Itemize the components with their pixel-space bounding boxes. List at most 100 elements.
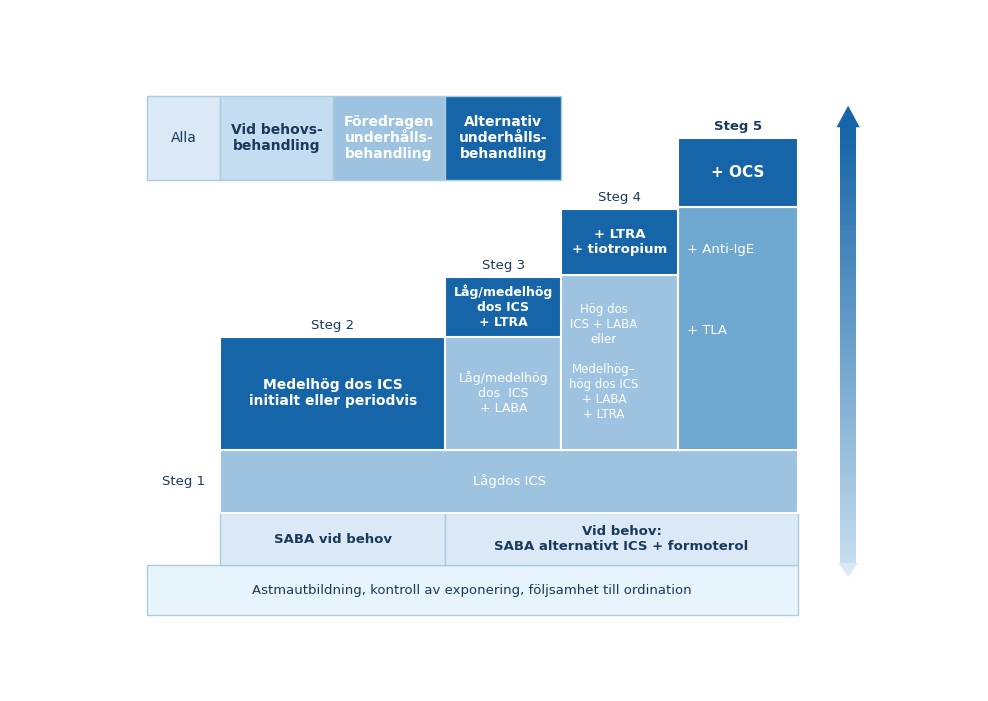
Bar <box>841 176 856 182</box>
Bar <box>841 524 856 531</box>
Text: Medelhög dos ICS
initialt eller periodvis: Medelhög dos ICS initialt eller periodvi… <box>249 378 417 409</box>
Bar <box>841 546 856 552</box>
Text: SABA vid behov: SABA vid behov <box>274 533 392 545</box>
Bar <box>841 443 856 449</box>
Text: + LTRA
+ tiotropium: + LTRA + tiotropium <box>572 228 667 256</box>
Bar <box>446 95 561 180</box>
Bar <box>841 252 856 258</box>
Text: + Anti-IgE: + Anti-IgE <box>687 243 754 256</box>
Bar <box>446 336 561 450</box>
Bar <box>841 132 856 138</box>
Text: Lågdos ICS: Lågdos ICS <box>472 475 545 489</box>
Bar <box>841 470 856 476</box>
Bar <box>446 277 561 336</box>
Text: Steg 1: Steg 1 <box>162 475 206 488</box>
Text: + OCS: + OCS <box>711 165 765 180</box>
Bar <box>841 388 856 394</box>
Polygon shape <box>837 106 860 128</box>
Bar <box>220 95 333 180</box>
Bar <box>841 160 856 165</box>
Bar <box>841 127 856 132</box>
Bar <box>841 143 856 149</box>
Bar <box>841 497 856 503</box>
Bar <box>841 231 856 236</box>
Bar <box>841 339 856 345</box>
Bar <box>220 513 446 566</box>
Bar <box>561 209 678 275</box>
Bar <box>841 274 856 280</box>
Bar <box>841 400 856 405</box>
Bar <box>841 519 856 525</box>
Bar <box>841 329 856 334</box>
Bar <box>841 492 856 498</box>
Bar <box>841 165 856 171</box>
Bar <box>841 465 856 470</box>
Bar <box>841 421 856 427</box>
Bar <box>841 268 856 274</box>
Bar <box>841 247 856 252</box>
Text: Alla: Alla <box>171 131 197 145</box>
Bar <box>841 154 856 160</box>
Text: Vid behovs-
behandling: Vid behovs- behandling <box>230 123 322 153</box>
Bar <box>841 459 856 465</box>
Text: Astmautbildning, kontroll av exponering, följsamhet till ordination: Astmautbildning, kontroll av exponering,… <box>253 584 692 597</box>
Text: Steg 5: Steg 5 <box>713 120 762 133</box>
Text: Föredragen
underhålls-
behandling: Föredragen underhålls- behandling <box>344 115 434 161</box>
Bar <box>841 426 856 433</box>
Bar <box>841 410 856 416</box>
Text: Steg 2: Steg 2 <box>311 319 355 332</box>
Bar <box>678 138 797 207</box>
Bar <box>841 214 856 220</box>
Bar <box>841 257 856 264</box>
Bar <box>841 514 856 519</box>
Polygon shape <box>838 563 859 577</box>
Bar <box>841 203 856 209</box>
Bar <box>841 285 856 291</box>
Bar <box>841 530 856 536</box>
Bar <box>220 336 446 450</box>
Bar <box>841 404 856 411</box>
Bar <box>841 318 856 323</box>
Text: Alternativ
underhålls-
behandling: Alternativ underhålls- behandling <box>459 115 547 161</box>
Bar <box>147 566 797 615</box>
Bar <box>220 450 797 513</box>
Bar <box>841 290 856 296</box>
Bar <box>841 503 856 509</box>
Bar <box>841 182 856 187</box>
Bar <box>841 236 856 242</box>
Text: Hög dos
ICS + LABA
eller

Medelhög–
hög dos ICS
+ LABA
+ LTRA: Hög dos ICS + LABA eller Medelhög– hög d… <box>569 304 638 421</box>
Bar <box>841 454 856 460</box>
Bar <box>841 475 856 482</box>
Bar <box>841 296 856 301</box>
Text: + TLA: + TLA <box>687 324 727 337</box>
Bar <box>841 361 856 367</box>
Bar <box>147 95 220 180</box>
Bar <box>561 275 678 450</box>
Text: Vid behov:
SABA alternativt ICS + formoterol: Vid behov: SABA alternativt ICS + formot… <box>494 525 749 553</box>
Bar <box>841 334 856 340</box>
Bar <box>841 448 856 454</box>
Bar <box>841 383 856 389</box>
Bar <box>841 536 856 541</box>
Bar <box>841 225 856 231</box>
Bar <box>333 95 446 180</box>
Bar <box>841 323 856 329</box>
Bar <box>841 355 856 362</box>
Text: Steg 4: Steg 4 <box>598 191 641 204</box>
Bar <box>841 263 856 269</box>
Bar <box>841 241 856 247</box>
Bar <box>841 312 856 318</box>
Bar <box>841 306 856 313</box>
Bar <box>841 280 856 285</box>
Text: Låg/medelhög
dos ICS
+ LTRA: Låg/medelhög dos ICS + LTRA <box>453 285 553 329</box>
Bar <box>841 557 856 563</box>
Bar <box>841 486 856 492</box>
Bar <box>841 377 856 383</box>
Bar <box>841 350 856 356</box>
Bar <box>841 192 856 198</box>
Bar <box>841 345 856 350</box>
Bar <box>841 149 856 154</box>
Text: Låg/medelhög
dos  ICS
+ LABA: Låg/medelhög dos ICS + LABA <box>458 372 548 415</box>
Bar <box>841 138 856 144</box>
Bar <box>841 219 856 225</box>
